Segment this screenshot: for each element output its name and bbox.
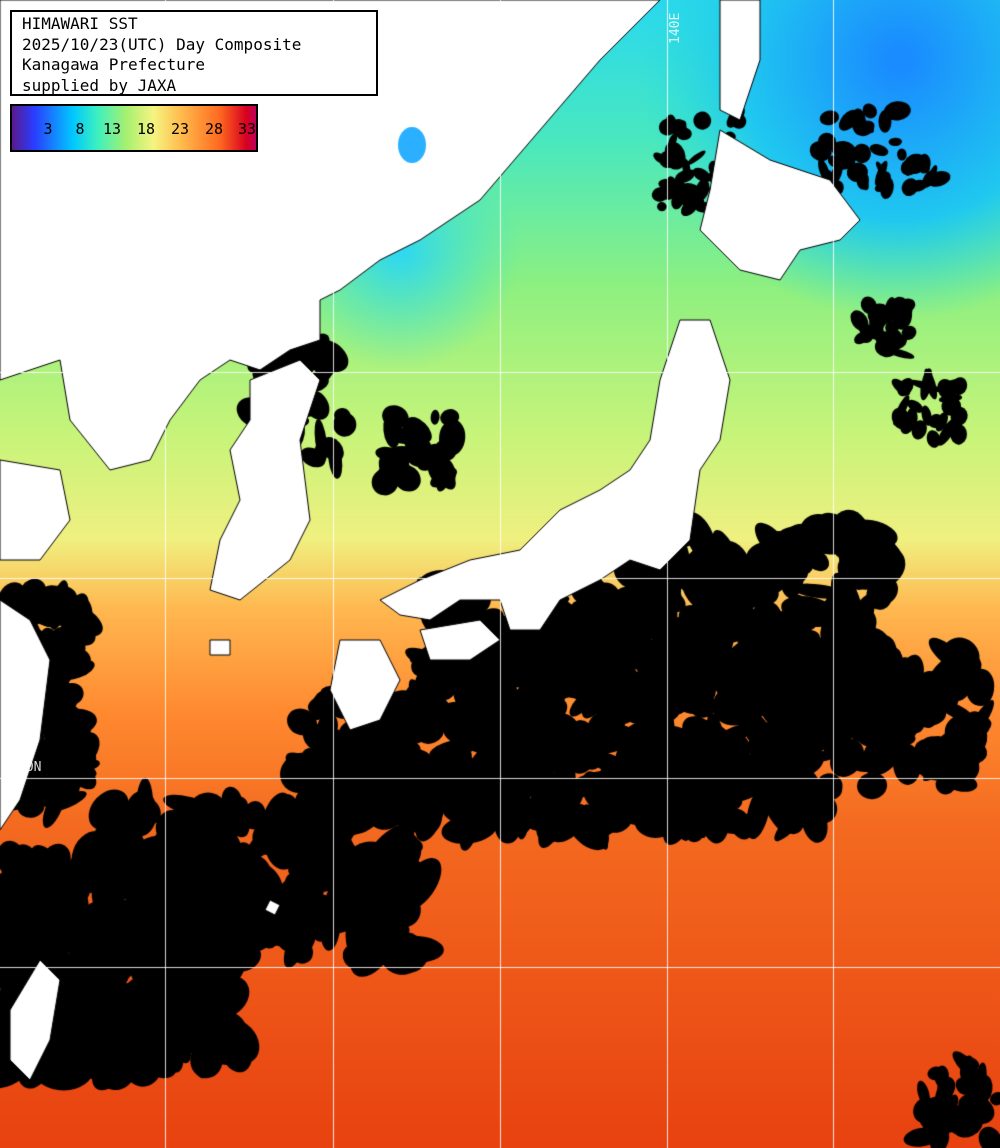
title-line-4: supplied by JAXA bbox=[22, 75, 177, 95]
colorbar-tick: 28 bbox=[204, 120, 224, 138]
temperature-colorbar: 3 8 13 18 23 28 33 bbox=[10, 104, 258, 152]
colorbar-tick: 33 bbox=[237, 120, 257, 138]
colorbar-tick: 3 bbox=[43, 120, 53, 138]
title-line-2: 2025/10/23(UTC) Day Composite bbox=[22, 34, 302, 54]
colorbar-tick: 18 bbox=[136, 120, 156, 138]
colorbar-tick: 23 bbox=[170, 120, 190, 138]
latitude-label-upper: 40N bbox=[18, 354, 42, 369]
title-line-3: Kanagawa Prefecture bbox=[22, 55, 206, 74]
title-line-1: HIMAWARI SST bbox=[22, 14, 138, 33]
title-box: HIMAWARI SST 2025/10/23(UTC) Day Composi… bbox=[10, 10, 378, 96]
latitude-label-lower: 30N bbox=[18, 760, 42, 775]
longitude-label: 140E bbox=[668, 12, 683, 44]
colorbar-tick: 13 bbox=[102, 120, 122, 138]
colorbar-tick: 8 bbox=[75, 120, 85, 138]
colorbar-tick-labels: 3 8 13 18 23 28 33 bbox=[12, 120, 256, 140]
